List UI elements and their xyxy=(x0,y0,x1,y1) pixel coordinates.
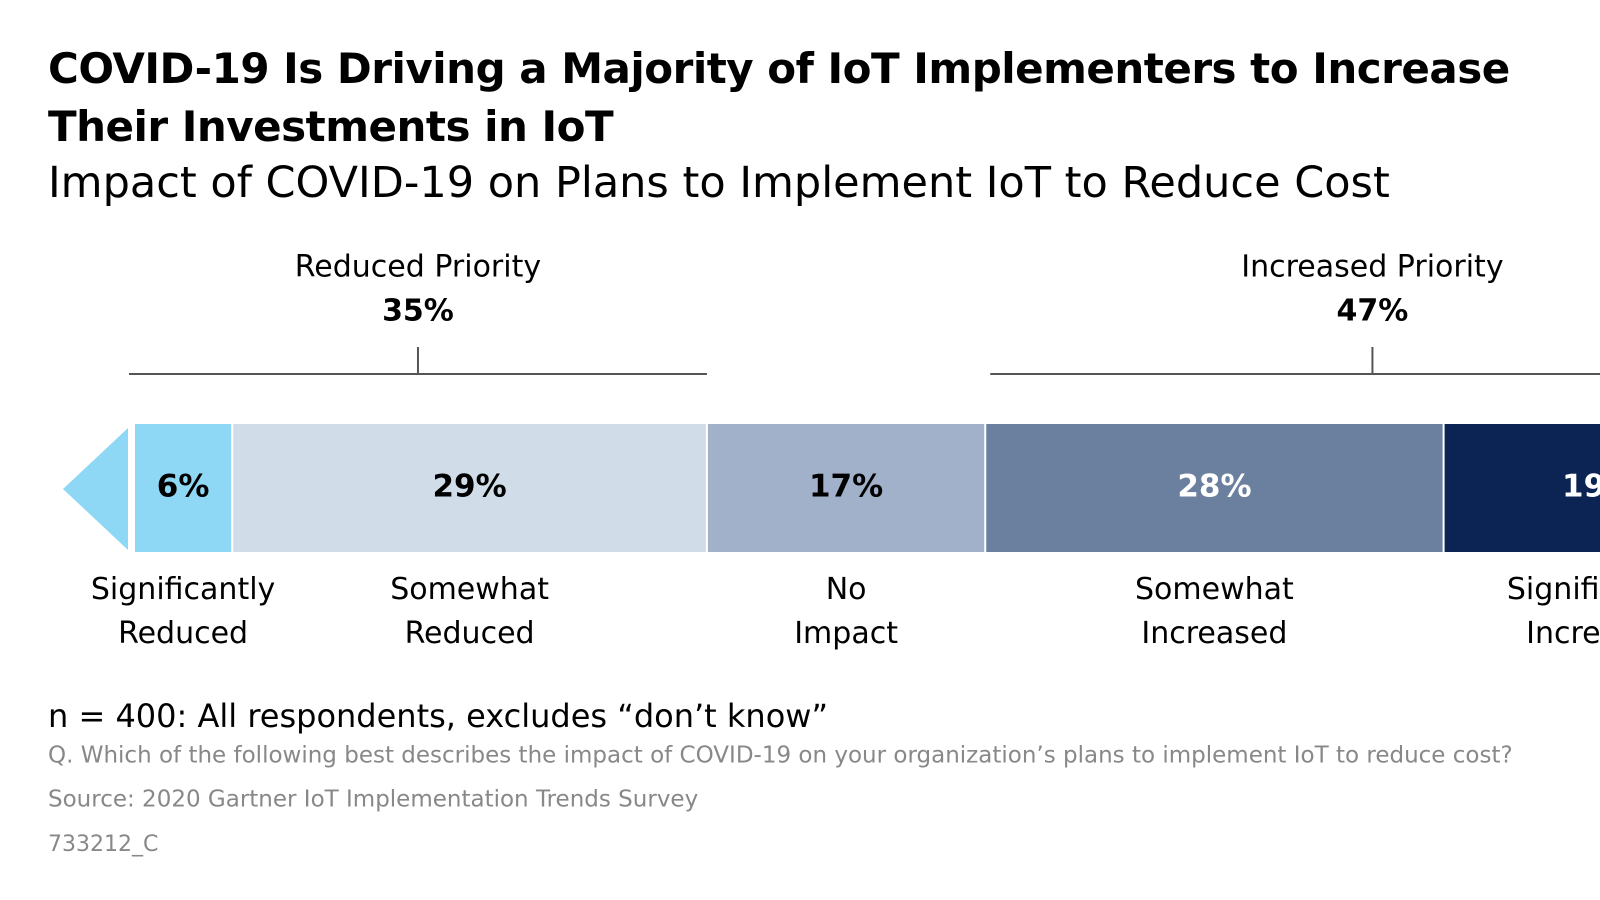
group-value: 47% xyxy=(1337,294,1409,329)
bar-segment xyxy=(135,424,232,552)
bar-segment xyxy=(233,424,706,552)
figure-id: 733212_C xyxy=(48,832,158,857)
value-label: 6% xyxy=(157,469,210,505)
category-label: SignificantlyIncreased xyxy=(1507,572,1600,651)
group-label: Reduced Priority xyxy=(295,250,541,285)
value-label: 28% xyxy=(1177,469,1251,505)
bar-segment xyxy=(986,424,1443,552)
value-label: 29% xyxy=(432,469,506,505)
group-label: Increased Priority xyxy=(1241,250,1503,285)
value-label: 17% xyxy=(809,469,883,505)
arrow xyxy=(63,428,128,550)
source: Source: 2020 Gartner IoT Implementation … xyxy=(48,787,698,813)
note: n = 400: All respondents, excludes “don’… xyxy=(48,697,828,735)
category-label: Somewhat Reduced xyxy=(390,572,549,651)
category-label: Somewhat Increased xyxy=(1135,572,1294,651)
category-label: Significantly Reduced xyxy=(91,572,275,651)
chart-subtitle: Impact of COVID-19 on Plans to Implement… xyxy=(48,158,1390,208)
value-label: 19% xyxy=(1562,469,1600,505)
question: Q. Which of the following best describes… xyxy=(48,743,1513,769)
category-label: No Impact xyxy=(794,572,898,651)
bar-segment xyxy=(707,424,985,552)
group-value: 35% xyxy=(382,294,454,329)
bar-segment xyxy=(1444,424,1600,552)
chart-title: COVID-19 Is Driving a Majority of IoT Im… xyxy=(48,44,1510,151)
